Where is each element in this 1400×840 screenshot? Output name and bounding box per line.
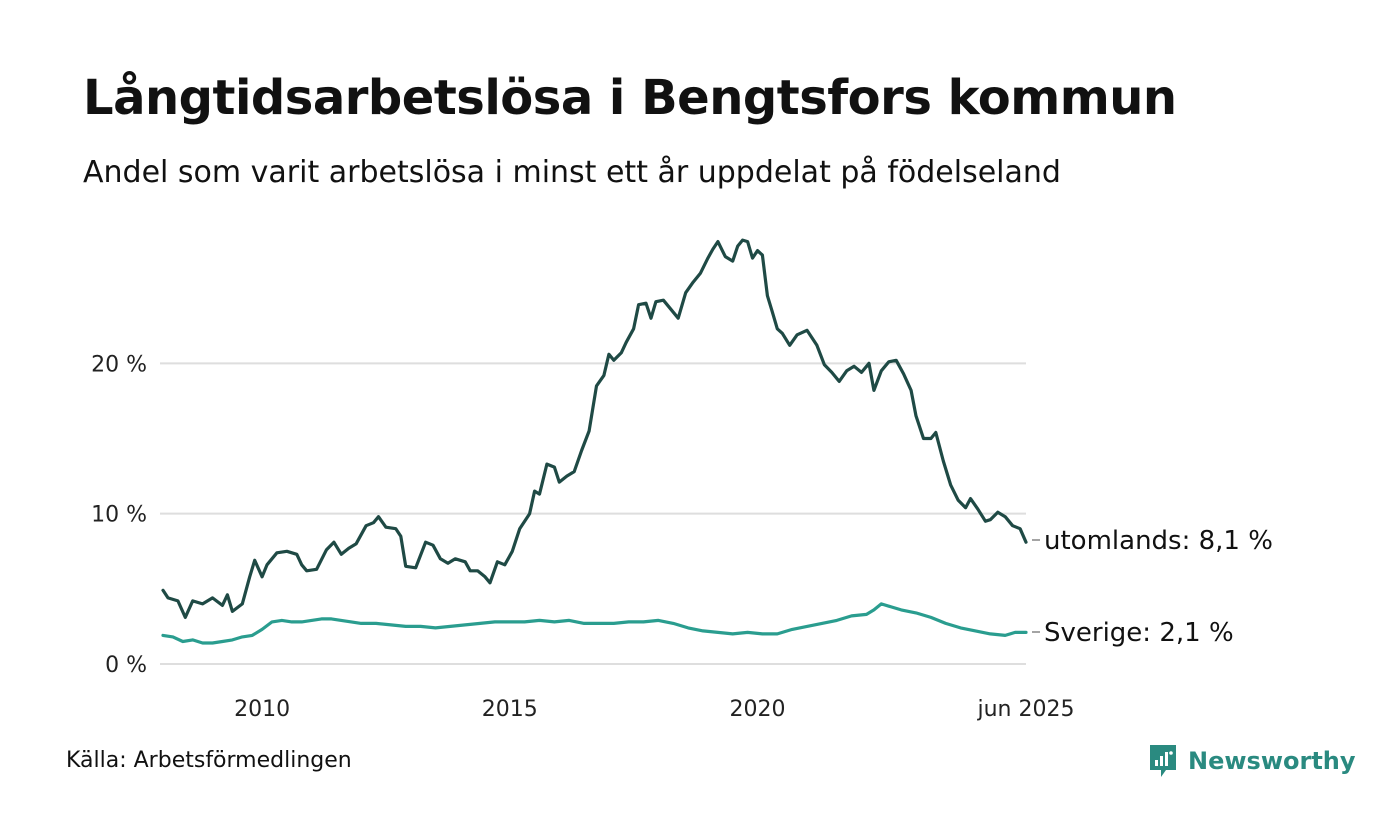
newsworthy-logo-icon: [1150, 745, 1176, 777]
series-end-labels: utomlands: 8,1 % Sverige: 2,1 %: [1032, 526, 1273, 648]
brand-logo: Newsworthy: [1148, 743, 1356, 779]
chart-title: Långtidsarbetslösa i Bengtsfors kommun: [83, 70, 1177, 126]
y-tick-label: 0 %: [105, 653, 147, 678]
x-tick-label: 2020: [729, 697, 785, 722]
source-note: Källa: Arbetsförmedlingen: [66, 748, 352, 773]
gridlines: [160, 362, 1026, 665]
series-line-utomlands: [161, 238, 1028, 619]
series-lines: [161, 238, 1028, 645]
y-tick-label: 10 %: [91, 503, 147, 528]
brand-name: Newsworthy: [1188, 747, 1356, 775]
x-tick-label: 2015: [482, 697, 538, 722]
series-line-sverige: [161, 602, 1028, 645]
chart-subtitle: Andel som varit arbetslösa i minst ett å…: [83, 155, 1061, 190]
series-end-label: Sverige: 2,1 %: [1044, 618, 1234, 648]
y-tick-label: 20 %: [91, 352, 147, 377]
series-end-label: utomlands: 8,1 %: [1044, 526, 1273, 556]
x-axis-tick-labels: 2010 2015 2020 jun 2025: [234, 697, 1074, 722]
y-axis-tick-labels: 0 % 10 % 20 %: [91, 352, 147, 678]
x-tick-label: 2010: [234, 697, 290, 722]
x-tick-label: jun 2025: [977, 697, 1075, 722]
